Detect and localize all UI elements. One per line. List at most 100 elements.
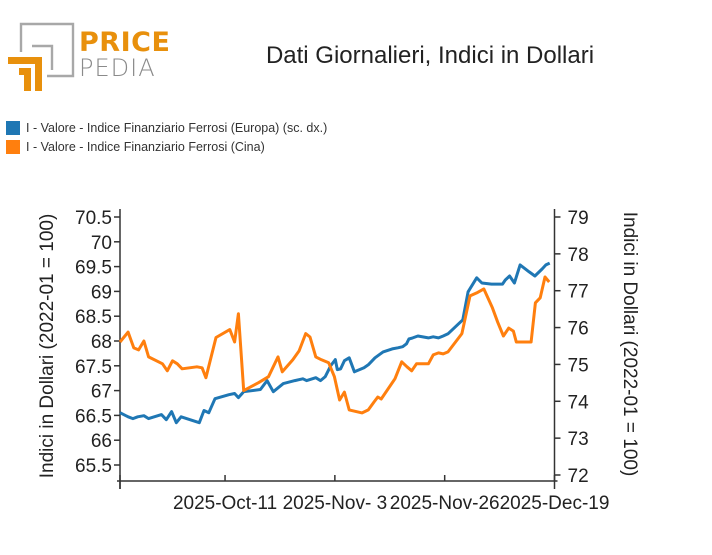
point-cina (400, 360, 403, 363)
point-europa (401, 345, 404, 348)
point-europa (165, 418, 168, 421)
point-europa (207, 411, 210, 414)
point-europa (533, 275, 536, 278)
y-right-tick-label: 75 (568, 355, 589, 376)
point-europa (170, 410, 173, 413)
point-cina (502, 335, 505, 338)
point-europa (119, 411, 122, 414)
point-cina (161, 362, 164, 365)
x-tick-label: 2025-Nov- 3 (283, 493, 388, 514)
point-europa (528, 270, 531, 273)
series-line-europa (119, 261, 551, 425)
point-europa (314, 376, 317, 379)
point-cina (373, 401, 376, 404)
y-right-tick-label: 77 (568, 282, 589, 303)
y-left-tick-label: 68 (91, 332, 112, 353)
point-cina (327, 361, 330, 364)
point-europa (214, 397, 217, 400)
y-left-tick-label: 68.5 (75, 307, 112, 328)
point-cina (447, 350, 450, 353)
point-cina (171, 359, 174, 362)
point-cina (548, 281, 551, 284)
point-europa (501, 283, 504, 286)
point-europa (541, 268, 544, 271)
point-europa (405, 342, 408, 345)
legend-item-europa[interactable]: I - Valore - Indice Finanziario Ferrosi … (6, 118, 327, 138)
point-europa (437, 336, 440, 339)
point-europa (508, 275, 511, 278)
point-cina (475, 291, 478, 294)
point-cina (277, 355, 280, 358)
point-europa (334, 358, 337, 361)
point-cina (166, 369, 169, 372)
point-europa (282, 382, 285, 385)
point-europa (227, 393, 230, 396)
y-axis-right-title: Indici in Dollari (2022-01 = 100) (619, 212, 640, 477)
point-europa (272, 390, 275, 393)
point-europa (175, 421, 178, 424)
point-europa (519, 263, 522, 266)
point-cina (291, 358, 294, 361)
point-europa (233, 392, 236, 395)
point-cina (281, 370, 284, 373)
y-axis-left-title: Indici in Dollari (2022-01 = 100) (37, 214, 58, 479)
point-cina (496, 321, 499, 324)
point-europa (324, 375, 327, 378)
point-europa (293, 379, 296, 382)
point-europa (367, 363, 370, 366)
point-europa (319, 379, 322, 382)
point-cina (432, 353, 435, 356)
point-cina (257, 381, 260, 384)
point-europa (411, 336, 414, 339)
point-cina (233, 341, 236, 344)
point-cina (507, 327, 510, 330)
point-cina (442, 352, 445, 355)
y-right-tick-label: 79 (568, 208, 589, 229)
logo-text-price: PRICE (79, 27, 171, 58)
legend-swatch-europa (6, 121, 20, 135)
point-cina (333, 375, 336, 378)
legend-item-cina[interactable]: I - Valore - Indice Finanziario Ferrosi … (6, 137, 327, 157)
point-cina (298, 349, 301, 352)
point-cina (338, 399, 341, 402)
point-europa (475, 276, 478, 279)
point-cina (147, 355, 150, 358)
point-europa (353, 370, 356, 373)
y-right-tick-label: 76 (568, 319, 589, 340)
y-right-tick-label: 72 (568, 466, 589, 487)
point-cina (137, 348, 140, 351)
point-europa (343, 359, 346, 362)
y-left-tick-label: 65.5 (75, 456, 112, 477)
point-cina (415, 362, 418, 365)
point-europa (548, 262, 551, 265)
point-europa (467, 290, 470, 293)
point-europa (136, 415, 139, 418)
point-cina (320, 358, 323, 361)
point-cina (427, 362, 430, 365)
point-cina (304, 332, 307, 335)
point-cina (530, 341, 533, 344)
point-europa (336, 368, 339, 371)
point-cina (534, 301, 537, 304)
point-cina (181, 367, 184, 370)
point-cina (309, 336, 312, 339)
point-europa (339, 367, 342, 370)
point-cina (348, 408, 351, 411)
y-left-tick-label: 70 (91, 233, 112, 254)
y-right-tick-label: 74 (568, 392, 590, 413)
point-cina (119, 341, 122, 344)
x-tick-label: 2025-Nov-26 (390, 493, 500, 514)
point-europa (432, 335, 435, 338)
point-cina (267, 375, 270, 378)
point-europa (490, 283, 493, 286)
point-europa (147, 417, 150, 420)
point-cina (515, 341, 518, 344)
point-europa (396, 346, 399, 349)
point-europa (142, 414, 145, 417)
point-europa (480, 282, 483, 285)
y-left-tick-label: 69.5 (75, 258, 112, 279)
point-cina (367, 408, 370, 411)
point-cina (491, 306, 494, 309)
point-cina (201, 366, 204, 369)
